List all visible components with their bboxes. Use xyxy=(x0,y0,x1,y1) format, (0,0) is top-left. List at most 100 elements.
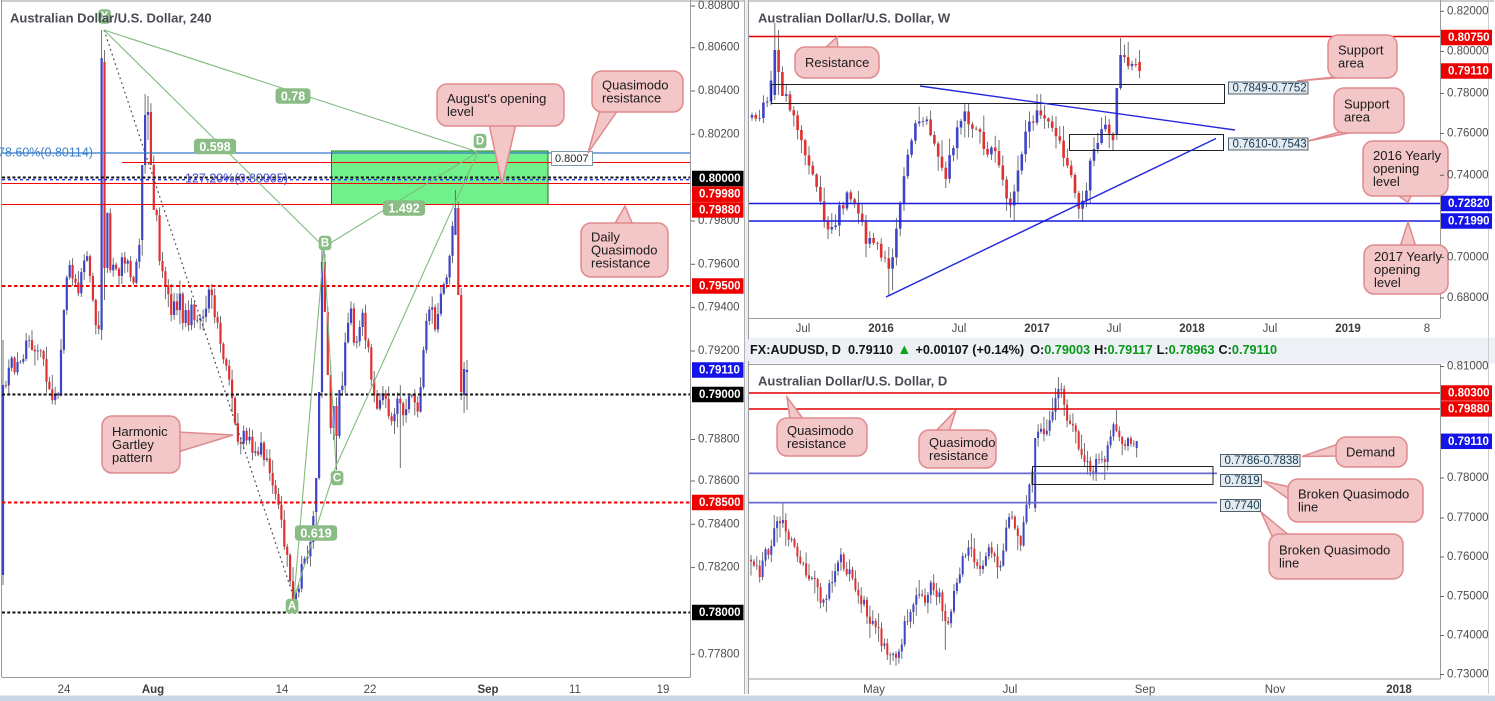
svg-text:0.79500: 0.79500 xyxy=(699,281,741,293)
svg-text:0.79110: 0.79110 xyxy=(1448,436,1489,448)
svg-text:line: line xyxy=(1298,500,1318,515)
svg-text:0.78500: 0.78500 xyxy=(699,497,741,509)
svg-text:0.80600: 0.80600 xyxy=(698,42,740,54)
svg-text:D: D xyxy=(476,136,484,148)
svg-text:Australian Dollar/U.S. Dollar,: Australian Dollar/U.S. Dollar, D xyxy=(758,374,947,389)
svg-text:B: B xyxy=(321,238,329,250)
svg-text:0.78600: 0.78600 xyxy=(698,475,740,487)
svg-text:pattern: pattern xyxy=(112,450,152,465)
svg-text:0.80800: 0.80800 xyxy=(698,0,740,12)
svg-text:resistance: resistance xyxy=(591,256,650,271)
svg-text:24: 24 xyxy=(58,684,71,696)
svg-text:Harmonic: Harmonic xyxy=(112,424,168,439)
svg-text:0.77800: 0.77800 xyxy=(698,648,740,660)
svg-text:Jul: Jul xyxy=(952,323,967,335)
svg-text:level: level xyxy=(1374,275,1401,290)
svg-text:Quasimodo: Quasimodo xyxy=(591,243,657,258)
svg-text:0.68000: 0.68000 xyxy=(1447,292,1489,304)
svg-text:2017 Yearly: 2017 Yearly xyxy=(1374,249,1442,264)
svg-text:0.78: 0.78 xyxy=(281,90,305,104)
svg-text:2018: 2018 xyxy=(1386,684,1412,696)
svg-text:area: area xyxy=(1344,110,1371,125)
svg-text:0.78000: 0.78000 xyxy=(1447,88,1489,100)
svg-text:0.79000: 0.79000 xyxy=(699,389,741,401)
svg-text:0.7740: 0.7740 xyxy=(1225,500,1260,512)
svg-text:X: X xyxy=(101,11,109,23)
svg-text:Nov: Nov xyxy=(1265,684,1286,696)
svg-text:Australian Dollar/U.S. Dollar,: Australian Dollar/U.S. Dollar, 240 xyxy=(10,11,212,26)
svg-text:level: level xyxy=(447,104,474,119)
svg-text:line: line xyxy=(1279,556,1299,571)
svg-text:0.7819: 0.7819 xyxy=(1225,475,1260,487)
svg-text:11: 11 xyxy=(569,684,581,696)
svg-text:0.79800: 0.79800 xyxy=(698,215,740,227)
svg-text:August's opening: August's opening xyxy=(447,91,546,106)
svg-text:Sep: Sep xyxy=(1135,684,1155,696)
svg-text:resistance: resistance xyxy=(602,91,661,106)
svg-text:1.492: 1.492 xyxy=(388,202,419,216)
svg-text:2017: 2017 xyxy=(1024,323,1050,335)
svg-text:0.72820: 0.72820 xyxy=(1448,198,1490,210)
svg-text:0.80200: 0.80200 xyxy=(698,128,740,140)
svg-text:resistance: resistance xyxy=(787,436,846,451)
svg-text:0.70000: 0.70000 xyxy=(1447,252,1489,264)
svg-text:0.79110: 0.79110 xyxy=(1448,66,1489,78)
svg-text:Jul: Jul xyxy=(1263,323,1278,335)
svg-text:0.79200: 0.79200 xyxy=(698,345,740,357)
svg-text:resistance: resistance xyxy=(929,448,988,463)
svg-text:0.74000: 0.74000 xyxy=(1447,630,1489,642)
svg-text:8: 8 xyxy=(1424,323,1430,335)
svg-text:0.79880: 0.79880 xyxy=(1448,403,1490,415)
svg-text:0.619: 0.619 xyxy=(300,527,331,541)
svg-text:0.80300: 0.80300 xyxy=(1448,388,1490,400)
svg-text:0.7849-0.7752: 0.7849-0.7752 xyxy=(1233,83,1307,95)
svg-text:0.8007: 0.8007 xyxy=(555,153,589,165)
svg-text:2019: 2019 xyxy=(1335,323,1361,335)
svg-text:Support: Support xyxy=(1344,96,1390,111)
svg-text:Jul: Jul xyxy=(796,323,811,335)
svg-text:0.78400: 0.78400 xyxy=(698,518,740,530)
svg-text:0.82000: 0.82000 xyxy=(1447,5,1489,17)
svg-text:C: C xyxy=(333,473,341,485)
svg-text:2018: 2018 xyxy=(1179,323,1205,335)
svg-text:0.79600: 0.79600 xyxy=(698,258,740,270)
svg-text:0.75000: 0.75000 xyxy=(1447,591,1489,603)
svg-text:0.79110: 0.79110 xyxy=(699,365,740,377)
svg-text:Sep: Sep xyxy=(477,684,498,696)
svg-text:0.80750: 0.80750 xyxy=(1448,32,1490,44)
svg-text:level: level xyxy=(1373,174,1400,189)
svg-text:127.20%(0.80005): 127.20%(0.80005) xyxy=(185,171,288,185)
svg-text:0.79400: 0.79400 xyxy=(698,302,740,314)
svg-text:FX:AUDUSD, D0.79110▲+0.00107 (: FX:AUDUSD, D 0.79110 ▲ +0.00107 (+0.14%) O:0… xyxy=(750,342,1277,358)
svg-text:opening: opening xyxy=(1373,161,1419,176)
svg-text:Quasimodo: Quasimodo xyxy=(602,77,668,92)
svg-text:area: area xyxy=(1338,56,1365,71)
svg-text:Quasimodo: Quasimodo xyxy=(787,423,853,438)
svg-text:Resistance: Resistance xyxy=(805,55,869,70)
svg-text:0.74000: 0.74000 xyxy=(1447,169,1489,181)
svg-text:0.80400: 0.80400 xyxy=(698,85,740,97)
svg-text:0.71990: 0.71990 xyxy=(1448,216,1490,228)
svg-text:Quasimodo: Quasimodo xyxy=(929,435,995,450)
svg-text:0.76000: 0.76000 xyxy=(1447,128,1489,140)
svg-text:0.79980: 0.79980 xyxy=(699,189,741,201)
svg-text:Gartley: Gartley xyxy=(112,437,154,452)
svg-text:0.7786-0.7838: 0.7786-0.7838 xyxy=(1225,455,1299,467)
svg-text:Broken Quasimodo: Broken Quasimodo xyxy=(1279,542,1390,557)
svg-text:opening: opening xyxy=(1374,262,1420,277)
svg-text:0.76000: 0.76000 xyxy=(1447,551,1489,563)
svg-text:0.598: 0.598 xyxy=(199,140,230,154)
svg-text:Demand: Demand xyxy=(1346,445,1395,460)
svg-text:0.78000: 0.78000 xyxy=(699,607,741,619)
svg-text:0.80000: 0.80000 xyxy=(1447,45,1489,57)
svg-text:May: May xyxy=(863,684,885,696)
svg-text:0.79880: 0.79880 xyxy=(699,204,741,216)
svg-text:Support: Support xyxy=(1338,42,1384,57)
svg-text:Australian Dollar/U.S. Dollar,: Australian Dollar/U.S. Dollar, W xyxy=(758,11,951,26)
svg-text:2016: 2016 xyxy=(868,323,894,335)
svg-text:19: 19 xyxy=(657,684,670,696)
svg-text:0.78800: 0.78800 xyxy=(698,434,740,446)
svg-text:Jul: Jul xyxy=(1003,684,1018,696)
svg-text:Daily: Daily xyxy=(591,229,620,244)
svg-text:0.7610-0.7543: 0.7610-0.7543 xyxy=(1233,139,1307,151)
